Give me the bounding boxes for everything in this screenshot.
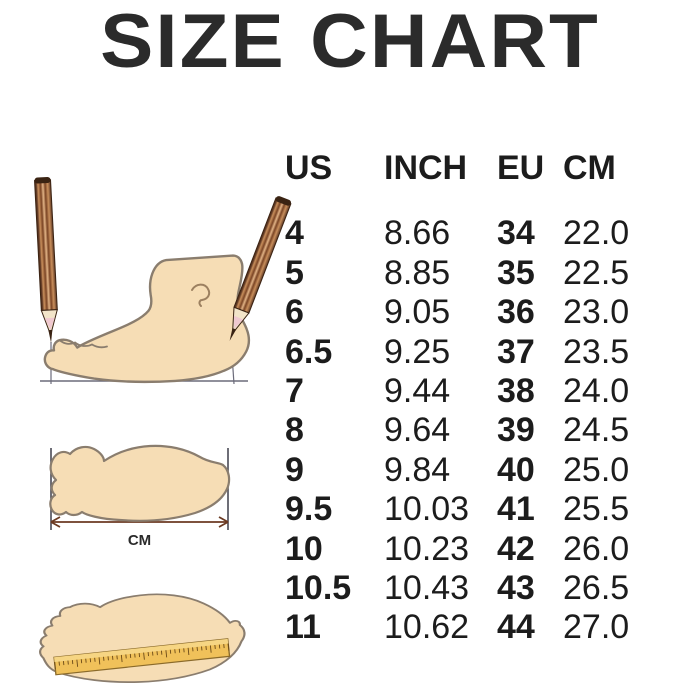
svg-text:CM: CM (128, 532, 151, 549)
